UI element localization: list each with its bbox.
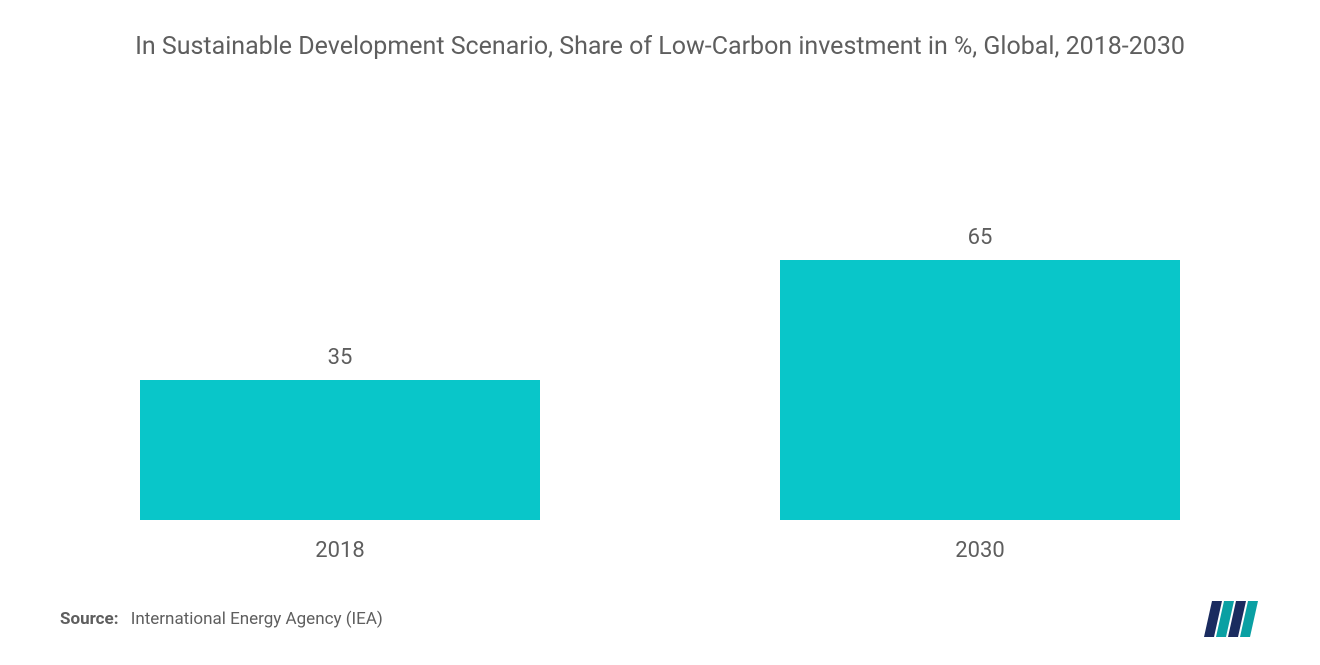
source-row: Source: International Energy Agency (IEA… [50, 573, 1270, 645]
source-label: Source: [60, 609, 118, 629]
bar-group-1: 65 2030 [780, 225, 1180, 563]
bar-label-0: 2018 [315, 538, 364, 563]
plot-area: 35 2018 65 2030 [50, 74, 1270, 573]
source-text: Source: International Energy Agency (IEA… [60, 609, 383, 629]
chart-container: In Sustainable Development Scenario, Sha… [0, 0, 1320, 665]
bar-0 [140, 380, 540, 520]
bar-1 [780, 260, 1180, 520]
chart-title: In Sustainable Development Scenario, Sha… [50, 30, 1270, 74]
brand-logo-icon [1204, 601, 1260, 637]
bar-label-1: 2030 [955, 538, 1004, 563]
bar-value-1: 65 [968, 225, 993, 250]
bar-group-0: 35 2018 [140, 345, 540, 563]
bar-value-0: 35 [328, 345, 353, 370]
logo-stripes [1204, 601, 1258, 637]
source-value: International Energy Agency (IEA) [131, 609, 383, 629]
